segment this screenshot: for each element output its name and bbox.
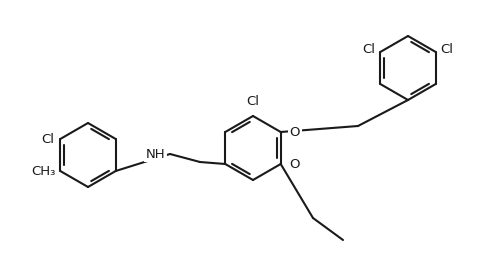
Text: Cl: Cl (246, 95, 260, 108)
Text: Cl: Cl (41, 133, 54, 145)
Text: O: O (290, 125, 300, 138)
Text: Cl: Cl (441, 43, 454, 56)
Text: Cl: Cl (362, 43, 375, 56)
Text: CH₃: CH₃ (31, 165, 55, 177)
Text: O: O (290, 158, 300, 170)
Text: NH: NH (145, 148, 165, 160)
